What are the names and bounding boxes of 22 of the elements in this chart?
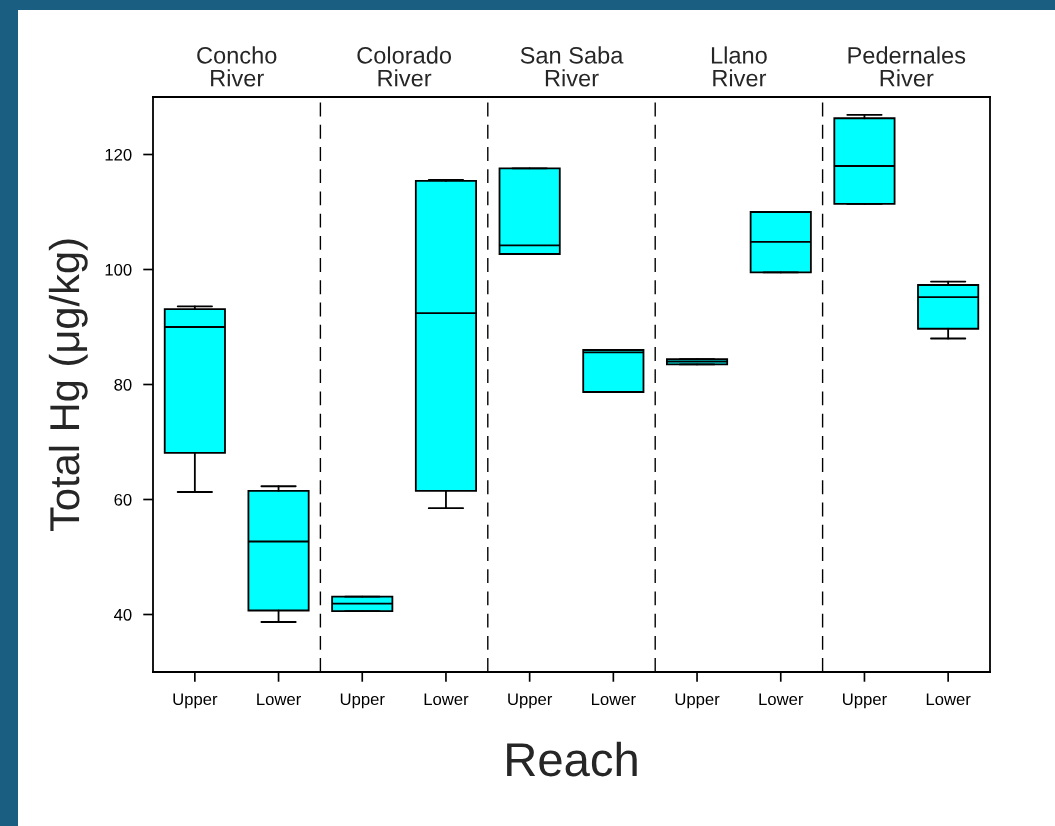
text: Colorado River [357, 46, 452, 87]
text: Concho River [197, 46, 277, 87]
y-tick-label: 80 [114, 378, 132, 391]
x-tick-label: Upper [675, 693, 720, 709]
text: Llano River [711, 46, 767, 87]
x-tick-label: Lower [592, 693, 636, 706]
text: Pedernales River [848, 46, 966, 87]
y-tick-label: 60 [114, 493, 132, 506]
x-tick-label: Upper [843, 693, 887, 709]
x-tick-label: Lower [926, 693, 971, 706]
y-tick-label: 120 [105, 148, 132, 161]
x-tick-label: Lower [759, 693, 804, 706]
y-tick-label: 100 [105, 263, 132, 276]
x-tick-label: Upper [340, 693, 385, 709]
x-tick-label: Lower [257, 693, 301, 706]
x-tick-label: Lower [424, 693, 469, 706]
y-tick-label: 40 [114, 608, 132, 621]
x-axis-title: Reach [507, 741, 637, 777]
x-tick-label: Upper [173, 693, 218, 709]
x-tick-label: Upper [508, 693, 553, 709]
y-axis-title: Total Hg (μg/kg) [48, 239, 88, 532]
text: San Saba River [520, 46, 624, 87]
